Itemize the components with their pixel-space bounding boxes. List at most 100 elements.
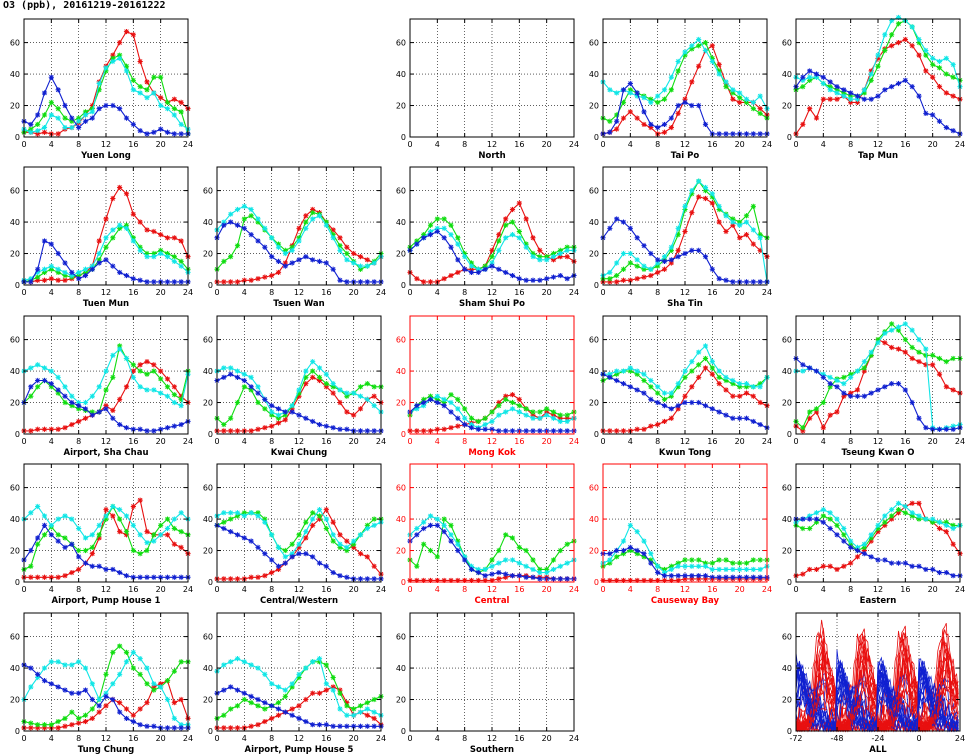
data-point-blue xyxy=(496,569,502,576)
data-point-blue xyxy=(757,279,763,285)
data-point-blue xyxy=(696,102,702,109)
data-point-red xyxy=(310,690,316,696)
data-point-red xyxy=(96,238,102,244)
data-point-blue xyxy=(164,129,171,135)
data-point-green xyxy=(889,513,895,519)
data-point-green xyxy=(468,415,475,421)
data-point-green xyxy=(564,412,570,418)
panel-title: ALL xyxy=(869,745,887,755)
tick-label-y: 60 xyxy=(782,39,792,48)
data-point-red xyxy=(668,577,674,584)
data-point-green xyxy=(357,266,364,272)
data-point-blue xyxy=(834,532,840,538)
data-point-cyan xyxy=(743,96,750,102)
data-point-cyan xyxy=(544,569,550,576)
tick-label-x: 8 xyxy=(655,140,660,149)
data-point-blue xyxy=(110,566,116,573)
data-point-blue xyxy=(468,269,475,276)
data-point-blue xyxy=(364,428,370,434)
data-point-green xyxy=(641,266,647,272)
data-point-green xyxy=(364,381,370,387)
data-point-green xyxy=(221,421,227,428)
data-point-red xyxy=(675,577,681,584)
tick-label-x: 24 xyxy=(762,585,772,594)
tick-label-y: 40 xyxy=(10,664,20,673)
data-point-blue xyxy=(110,263,116,269)
tick-label-y: 20 xyxy=(10,547,20,556)
data-point-cyan xyxy=(364,396,370,402)
data-point-red xyxy=(137,219,143,225)
data-point-cyan xyxy=(661,390,668,396)
tick-label-y: 60 xyxy=(203,187,213,196)
data-point-cyan xyxy=(750,384,756,390)
panel-title: Sha Tin xyxy=(667,299,703,309)
data-point-green xyxy=(544,406,550,412)
data-point-green xyxy=(895,327,902,333)
data-point-green xyxy=(255,510,261,516)
data-point-cyan xyxy=(462,415,468,421)
data-point-blue xyxy=(627,544,633,550)
data-point-red xyxy=(482,577,488,584)
data-point-cyan xyxy=(337,541,343,547)
data-point-cyan xyxy=(882,32,888,38)
data-point-green xyxy=(516,544,522,550)
data-point-cyan xyxy=(28,129,34,135)
data-point-blue xyxy=(96,703,102,709)
data-point-cyan xyxy=(916,36,922,43)
tick-label-y: 0 xyxy=(15,430,20,439)
data-point-green xyxy=(178,529,184,535)
data-point-green xyxy=(682,374,688,380)
data-point-green xyxy=(55,106,61,112)
data-point-blue xyxy=(627,80,633,87)
data-point-cyan xyxy=(854,368,861,374)
data-point-blue xyxy=(503,428,509,434)
data-point-cyan xyxy=(41,124,48,131)
data-point-blue xyxy=(723,131,729,137)
tick-label-y: 40 xyxy=(203,664,213,673)
data-point-cyan xyxy=(668,244,674,250)
data-point-green xyxy=(523,406,529,412)
tick-label-x: 8 xyxy=(269,437,274,446)
data-point-green xyxy=(89,544,95,550)
data-point-red xyxy=(221,428,227,434)
data-point-red xyxy=(641,426,647,432)
data-point-green xyxy=(144,547,150,554)
data-point-cyan xyxy=(76,399,82,406)
data-point-blue xyxy=(468,566,475,573)
panel-title: Tuen Mun xyxy=(83,299,129,309)
tick-label-y: 0 xyxy=(594,281,599,290)
tick-label-x: 24 xyxy=(569,288,579,297)
data-point-blue xyxy=(357,428,364,434)
data-point-cyan xyxy=(269,235,275,241)
data-point-green xyxy=(357,384,364,390)
data-point-red xyxy=(648,423,654,429)
data-point-green xyxy=(234,399,241,406)
data-point-red xyxy=(550,257,557,263)
data-point-cyan xyxy=(441,522,447,528)
data-point-red xyxy=(661,129,668,135)
data-point-red xyxy=(827,563,833,569)
data-point-cyan xyxy=(537,569,543,576)
tick-label-x: 4 xyxy=(628,288,633,297)
data-point-cyan xyxy=(241,371,247,377)
data-point-green xyxy=(316,374,323,380)
data-point-green xyxy=(723,557,729,563)
data-point-red xyxy=(800,121,806,128)
data-point-red xyxy=(48,426,54,432)
data-point-green xyxy=(730,216,736,222)
panel-title: Southern xyxy=(470,745,514,755)
tick-label-y: 40 xyxy=(782,515,792,524)
data-point-cyan xyxy=(28,684,34,690)
data-point-green xyxy=(702,188,709,194)
data-point-cyan xyxy=(544,257,550,263)
data-point-green xyxy=(55,532,61,538)
data-point-red xyxy=(516,200,522,206)
data-point-green xyxy=(41,722,48,728)
data-point-green xyxy=(441,516,447,522)
data-point-cyan xyxy=(55,115,61,121)
data-point-green xyxy=(41,269,48,276)
data-point-cyan xyxy=(848,374,854,380)
